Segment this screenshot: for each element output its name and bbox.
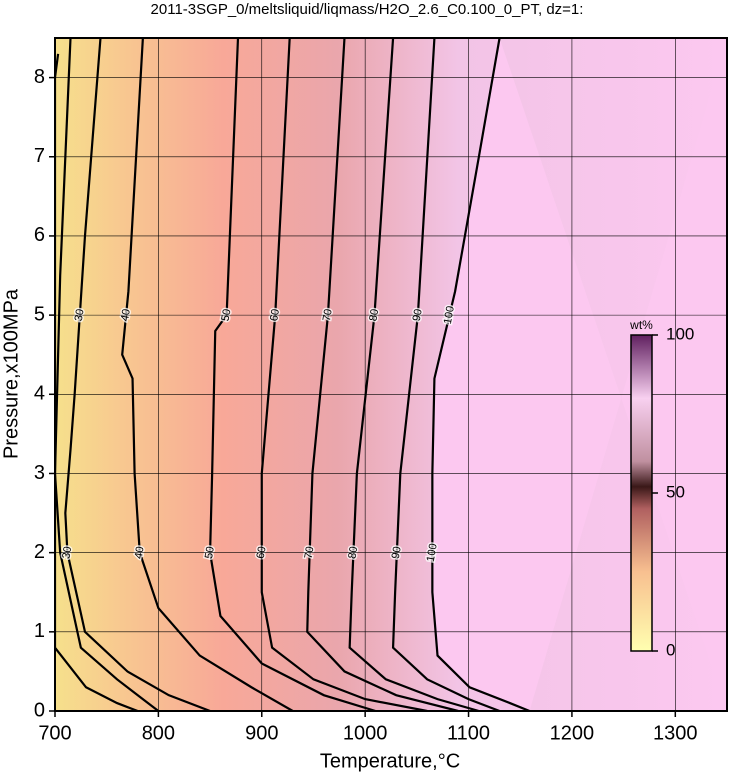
y-tick-label: 8 <box>34 66 45 88</box>
y-tick-label: 2 <box>34 541 45 563</box>
y-tick-label: 7 <box>34 145 45 167</box>
colorbar-tick-label: 0 <box>666 640 675 659</box>
contour-line <box>121 38 294 711</box>
max-region <box>432 38 727 711</box>
plot-background <box>55 38 727 711</box>
contour-line <box>260 38 428 711</box>
y-tick-label: 4 <box>34 383 45 405</box>
contour-line <box>348 38 480 711</box>
y-tick-label: 5 <box>34 303 45 325</box>
x-tick-label: 700 <box>38 722 71 744</box>
x-tick-label: 1200 <box>550 722 595 744</box>
y-tick-label: 1 <box>34 620 45 642</box>
x-tick-label: 800 <box>142 722 175 744</box>
y-axis-label: Pressure,x100MPa <box>0 288 22 459</box>
colorbar-tick-label: 50 <box>666 482 685 501</box>
x-tick-label: 1000 <box>343 722 388 744</box>
colorbar-label: wt% <box>629 318 653 332</box>
y-tick-label: 3 <box>34 462 45 484</box>
x-tick-label: 1300 <box>653 722 698 744</box>
chart-title: 2011-3SGP_0/meltsliquid/liqmass/H2O_2.6_… <box>151 1 584 18</box>
contour-line <box>306 38 459 711</box>
x-tick-label: 900 <box>245 722 278 744</box>
contour-line <box>391 38 500 711</box>
plot-frame <box>54 37 728 712</box>
x-tick-label: 1100 <box>447 722 490 744</box>
x-axis-label: Temperature,°C <box>320 750 460 772</box>
y-tick-label: 6 <box>34 224 45 246</box>
colorbar <box>630 334 653 652</box>
y-tick-label: 0 <box>34 699 45 721</box>
colorbar-tick-label: 100 <box>666 324 694 343</box>
contour-line <box>431 38 530 711</box>
